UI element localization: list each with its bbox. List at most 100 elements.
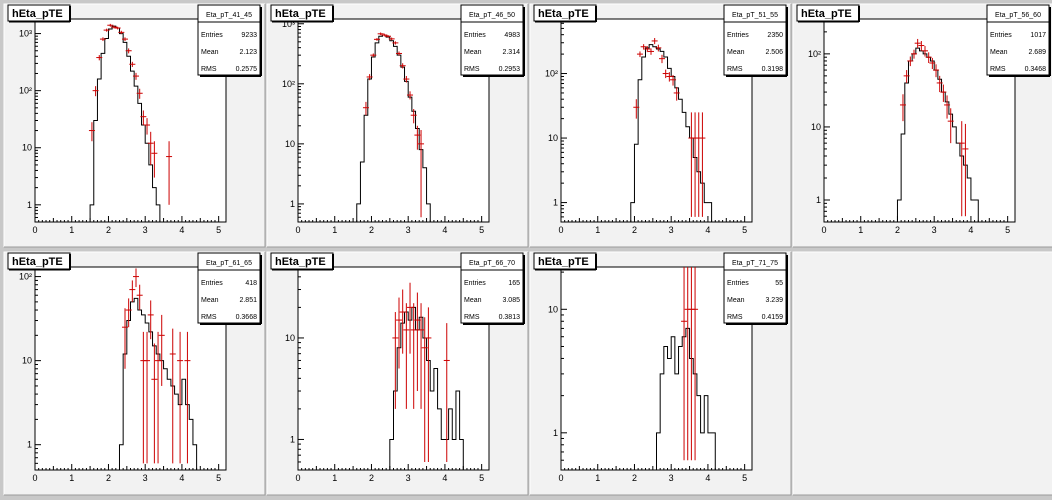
data-point bbox=[443, 323, 450, 462]
stats-value: 1017 bbox=[1030, 32, 1046, 39]
stats-name: Eta_pT_51_55 bbox=[732, 12, 778, 19]
y-tick-label: 1 bbox=[27, 440, 32, 450]
x-tick-label: 2 bbox=[895, 225, 900, 235]
stats-value: 2.123 bbox=[239, 49, 257, 56]
data-point bbox=[403, 303, 410, 409]
x-tick-label: 2 bbox=[632, 225, 637, 235]
stats-label: Entries bbox=[990, 32, 1012, 39]
stats-name: Eta_pT_56_60 bbox=[995, 12, 1041, 19]
data-point bbox=[155, 331, 162, 464]
data-point bbox=[425, 307, 432, 462]
y-tick-label: 1 bbox=[290, 199, 295, 209]
chart-title: hEta_pTE bbox=[275, 8, 326, 20]
x-tick-label: 3 bbox=[143, 473, 148, 483]
data-point bbox=[133, 268, 140, 288]
data-point bbox=[940, 84, 947, 102]
data-point bbox=[936, 75, 943, 93]
data-point bbox=[392, 312, 399, 409]
data-point bbox=[144, 331, 151, 464]
data-point bbox=[129, 280, 136, 302]
data-point bbox=[399, 289, 406, 354]
data-point bbox=[136, 284, 143, 311]
data-point bbox=[125, 298, 132, 328]
data-point bbox=[88, 122, 95, 142]
data-point bbox=[121, 308, 128, 369]
data-point bbox=[933, 64, 940, 78]
data-point bbox=[903, 70, 910, 83]
y-tick-label: 10³ bbox=[282, 19, 295, 29]
plot-frame bbox=[34, 266, 227, 471]
data-point bbox=[899, 94, 906, 122]
pad-title: hEta_pTE bbox=[796, 4, 860, 23]
data-point bbox=[377, 32, 384, 36]
chart-title: hEta_pTE bbox=[12, 8, 63, 20]
data-point bbox=[388, 37, 395, 41]
y-axis: 1 10 10² bbox=[545, 18, 567, 223]
y-tick-label: 1 bbox=[553, 428, 558, 438]
pad-bevel-dark bbox=[793, 246, 1052, 248]
y-tick-label: 10 bbox=[285, 333, 295, 343]
plot-frame bbox=[823, 18, 1016, 223]
y-tick-label: 10² bbox=[808, 49, 821, 59]
empty-pad bbox=[792, 251, 1052, 496]
stats-label: Entries bbox=[727, 280, 749, 287]
data-point bbox=[644, 46, 651, 53]
data-point bbox=[414, 292, 421, 392]
stats-label: RMS bbox=[727, 66, 743, 73]
stats-value: 0.4159 bbox=[762, 314, 784, 321]
data-point bbox=[118, 30, 125, 35]
data-point bbox=[944, 95, 951, 119]
data-point bbox=[662, 69, 669, 79]
stats-box: Eta_pT_56_60 Entries 1017 Mean 2.689 RMS 0.346… bbox=[986, 4, 1051, 77]
x-tick-label: 1 bbox=[69, 473, 74, 483]
y-axis: 1 10 10² bbox=[19, 272, 41, 471]
data-point bbox=[651, 38, 658, 45]
data-point bbox=[699, 112, 706, 217]
stats-name: Eta_pT_41_45 bbox=[206, 12, 252, 19]
histogram-pad: 0 1 2 3 4 5 1 10 hEta_pTE Eta_pT_66_70 Entries 165 M… bbox=[266, 251, 529, 496]
pad-bevel-dark bbox=[793, 494, 1052, 496]
stats-label: Mean bbox=[201, 49, 219, 56]
y-tick-label: 1 bbox=[27, 200, 32, 210]
pad-bevel-dark bbox=[267, 252, 529, 496]
y-tick-label: 10 bbox=[285, 139, 295, 149]
data-point bbox=[407, 91, 414, 100]
stats-name: Eta_pT_66_70 bbox=[469, 260, 515, 267]
x-tick-label: 5 bbox=[479, 473, 484, 483]
stats-label: Entries bbox=[464, 280, 486, 287]
data-point bbox=[418, 130, 425, 218]
pad-bevel-light bbox=[3, 251, 265, 495]
data-point bbox=[407, 282, 414, 354]
y-tick-label: 10² bbox=[545, 69, 558, 79]
plot-frame bbox=[297, 18, 490, 223]
x-tick-label: 3 bbox=[669, 225, 674, 235]
stats-box: Eta_pT_51_55 Entries 2350 Mean 2.506 RMS 0.319… bbox=[723, 4, 788, 77]
x-axis: 0 1 2 3 4 5 bbox=[558, 216, 747, 235]
x-tick-label: 3 bbox=[406, 473, 411, 483]
stats-label: Mean bbox=[990, 49, 1008, 56]
data-point bbox=[373, 37, 380, 41]
x-axis: 0 1 2 3 4 5 bbox=[32, 216, 221, 235]
x-tick-label: 4 bbox=[442, 225, 447, 235]
y-tick-label: 10 bbox=[22, 356, 32, 366]
stats-box: Eta_pT_71_75 Entries 55 Mean 3.239 RMS 0.4159 bbox=[723, 252, 788, 325]
data-point bbox=[399, 63, 406, 69]
x-tick-label: 5 bbox=[742, 225, 747, 235]
stats-value: 165 bbox=[508, 280, 520, 287]
pad-bevel-light bbox=[266, 251, 528, 495]
stats-value: 2.314 bbox=[502, 49, 520, 56]
y-axis: 1 10 10² bbox=[808, 18, 830, 223]
x-tick-label: 4 bbox=[442, 473, 447, 483]
pad-title: hEta_pTE bbox=[7, 4, 71, 23]
data-point bbox=[92, 86, 99, 97]
histogram-line bbox=[356, 34, 431, 222]
stats-frame bbox=[460, 252, 524, 324]
data-point bbox=[692, 267, 699, 461]
data-point bbox=[136, 88, 143, 99]
stats-name: Eta_pT_46_50 bbox=[469, 12, 515, 19]
histogram-pad: 0 1 2 3 4 5 1 10 hEta_pTE Eta_pT_71_75 Entries 55 Me… bbox=[529, 251, 792, 496]
y-tick-label: 10² bbox=[282, 79, 295, 89]
data-point bbox=[910, 49, 917, 59]
data-point bbox=[184, 331, 191, 464]
x-axis: 0 1 2 3 4 5 bbox=[295, 216, 484, 235]
